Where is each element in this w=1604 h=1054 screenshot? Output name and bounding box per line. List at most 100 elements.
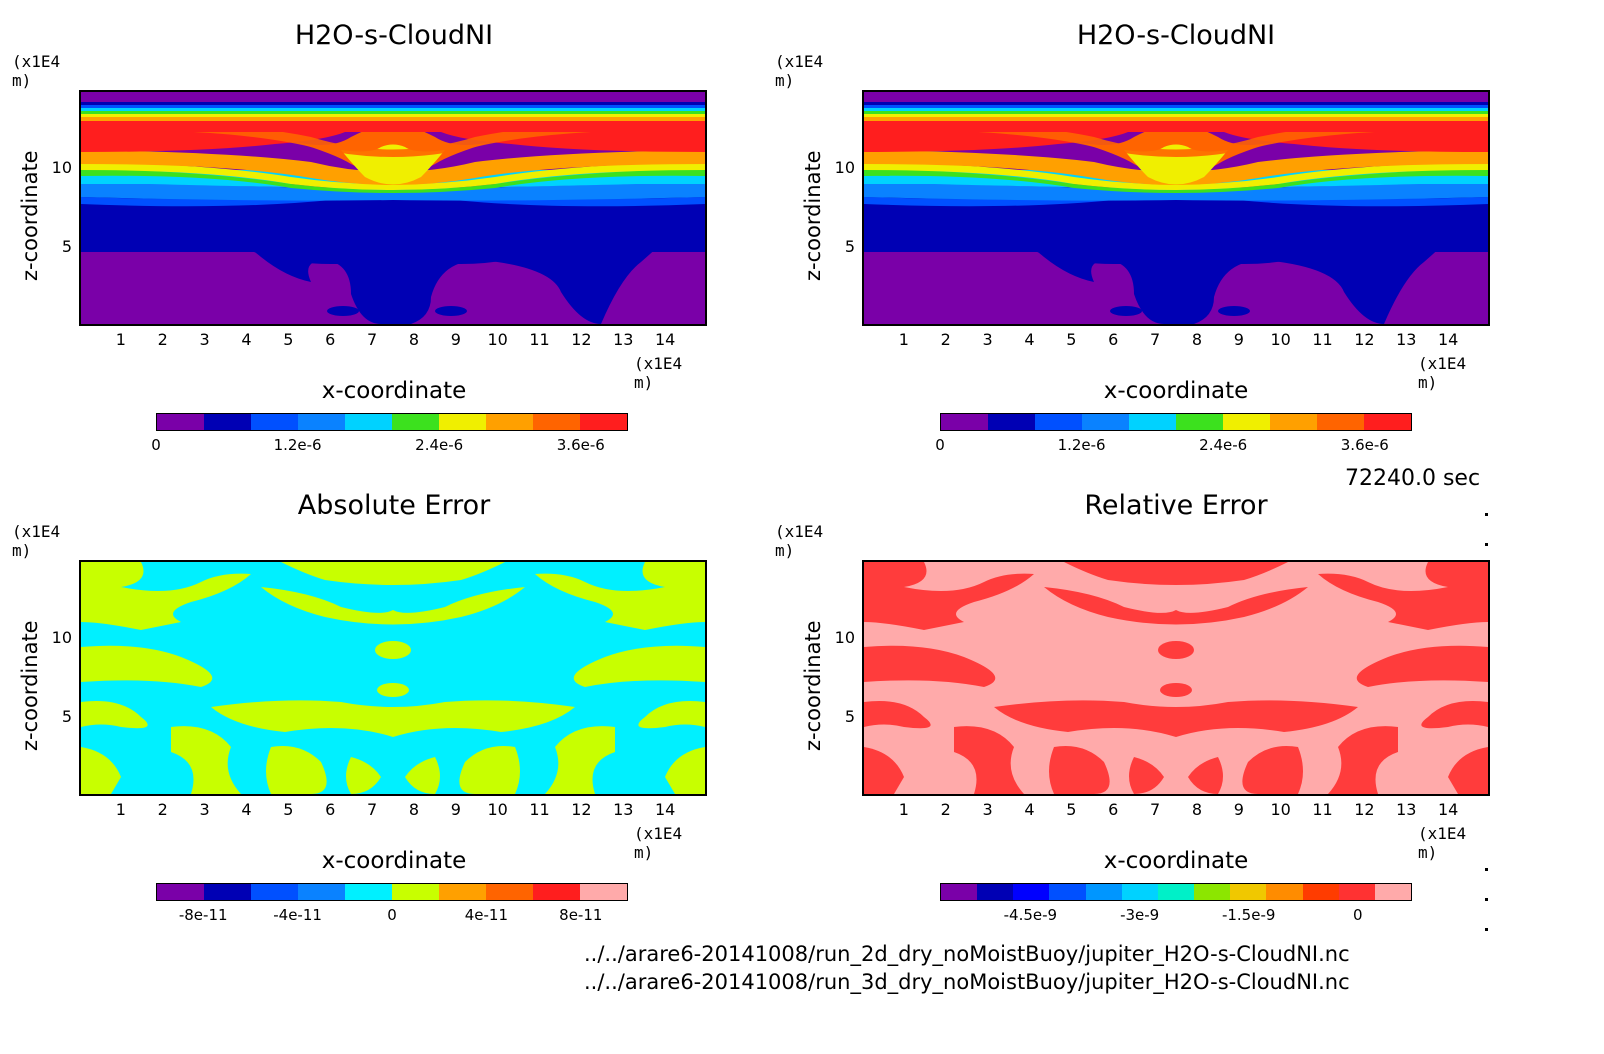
dot-marker [1485, 928, 1488, 931]
x-tick-label: 6 [325, 330, 336, 349]
dot-marker [1485, 868, 1488, 871]
colorbar-swatch [1035, 414, 1082, 430]
x-tick-label: 12 [571, 330, 592, 349]
x-tick-label: 10 [487, 330, 508, 349]
colorbar-swatch [1129, 414, 1176, 430]
dot-marker [1485, 543, 1488, 546]
contour-plot [79, 90, 707, 326]
cloud-field-plot [864, 92, 1488, 324]
x-tick-label: 4 [241, 330, 252, 349]
colorbar-swatch [251, 414, 298, 430]
chart-title: Absolute Error [297, 490, 491, 521]
x-tick-label: 7 [1149, 330, 1161, 349]
colorbar-swatch [941, 414, 988, 430]
x-tick-label: 6 [325, 800, 336, 819]
x-tick-label: 12 [1354, 330, 1375, 349]
colorbar-label: 3.6e-6 [1340, 436, 1389, 454]
x-tick-label: 9 [450, 330, 461, 349]
x-tick-label: 8 [408, 330, 420, 349]
y-tick-label: 5 [844, 237, 855, 256]
y-unit-label: (x1E4 m) [12, 522, 61, 560]
x-tick-label: 6 [1108, 800, 1119, 819]
colorbar-label: 8e-11 [559, 906, 603, 924]
contour-plot [862, 560, 1490, 796]
x-tick-label: 14 [1437, 800, 1459, 819]
x-tick-label: 5 [283, 800, 294, 819]
x-tick-label: 2 [940, 800, 951, 819]
y-tick-label: 10 [834, 628, 855, 647]
rel-error-plot [864, 562, 1488, 794]
y-tick-label: 5 [61, 237, 72, 256]
x-tick-label: 14 [1437, 330, 1459, 349]
x-axis-label: x-coordinate [1103, 378, 1249, 404]
x-tick-label: 9 [450, 800, 461, 819]
colorbar-swatch [392, 414, 439, 430]
x-tick-label: 9 [1233, 330, 1244, 349]
x-tick-label: 12 [1354, 800, 1375, 819]
colorbar [156, 883, 628, 901]
chart-title: Relative Error [1084, 490, 1268, 521]
colorbar-label: 0 [1352, 906, 1363, 924]
y-tick-label: 10 [51, 158, 72, 177]
y-axis-label: z-coordinate [801, 620, 825, 751]
x-tick-label: 11 [529, 800, 550, 819]
colorbar-swatch [439, 414, 486, 430]
x-tick-label: 11 [529, 330, 550, 349]
colorbar [940, 883, 1412, 901]
time-label: 72240.0 sec [1345, 466, 1481, 491]
x-tick-label: 13 [1396, 800, 1417, 819]
x-tick-label: 1 [115, 330, 126, 349]
x-tick-label: 1 [898, 800, 909, 819]
colorbar-label: -8e-11 [178, 906, 228, 924]
x-tick-label: 10 [1270, 800, 1291, 819]
x-tick-label: 11 [1312, 800, 1333, 819]
colorbar-swatch [1266, 884, 1303, 900]
abs-error-plot [81, 562, 705, 794]
colorbar-swatch [1364, 414, 1411, 430]
source-file-3d: ../../arare6-20141008/run_3d_dry_noMoist… [584, 970, 1350, 994]
source-file-2d: ../../arare6-20141008/run_2d_dry_noMoist… [584, 942, 1350, 966]
y-axis-label: z-coordinate [18, 620, 42, 751]
colorbar-label: 0 [387, 906, 397, 924]
x-tick-label: 3 [199, 330, 210, 349]
colorbar [156, 413, 628, 431]
colorbar-swatch [988, 414, 1035, 430]
x-tick-label: 4 [1024, 330, 1035, 349]
colorbar-swatch [1270, 414, 1317, 430]
y-unit-label: (x1E4 m) [12, 52, 61, 90]
x-axis-label: x-coordinate [321, 378, 467, 404]
x-tick-label: 13 [613, 800, 634, 819]
cloud-field-plot [81, 92, 705, 324]
colorbar-swatch [345, 414, 392, 430]
x-tick-label: 5 [1066, 330, 1077, 349]
x-tick-label: 7 [366, 800, 378, 819]
x-tick-label: 7 [366, 330, 378, 349]
dot-marker [1485, 513, 1488, 516]
colorbar-swatch [533, 414, 580, 430]
colorbar-swatch [1302, 884, 1339, 900]
x-tick-label: 1 [898, 330, 909, 349]
x-axis-label: x-coordinate [1103, 848, 1249, 874]
y-tick-label: 10 [834, 158, 855, 177]
colorbar-swatch [204, 884, 251, 900]
x-unit-label: (x1E4 m) [1418, 824, 1467, 862]
colorbar-label: 0 [151, 436, 161, 454]
x-tick-label: 13 [1396, 330, 1417, 349]
x-tick-label: 4 [241, 800, 252, 819]
colorbar-swatch [941, 884, 978, 900]
x-tick-label: 8 [1191, 800, 1203, 819]
x-tick-label: 6 [1108, 330, 1119, 349]
colorbar-swatch [392, 884, 439, 900]
x-axis-label: x-coordinate [321, 848, 467, 874]
colorbar-swatch [533, 884, 580, 900]
x-unit-label: (x1E4 m) [634, 824, 683, 862]
colorbar-swatch [1176, 414, 1223, 430]
colorbar-swatch [298, 884, 345, 900]
colorbar-swatch [1223, 414, 1270, 430]
x-tick-label: 8 [408, 800, 420, 819]
y-unit-label: (x1E4 m) [775, 522, 824, 560]
y-axis-label: z-coordinate [801, 150, 825, 281]
x-tick-label: 4 [1024, 800, 1035, 819]
colorbar-swatch [1317, 414, 1364, 430]
colorbar-label: 1.2e-6 [1057, 436, 1106, 454]
